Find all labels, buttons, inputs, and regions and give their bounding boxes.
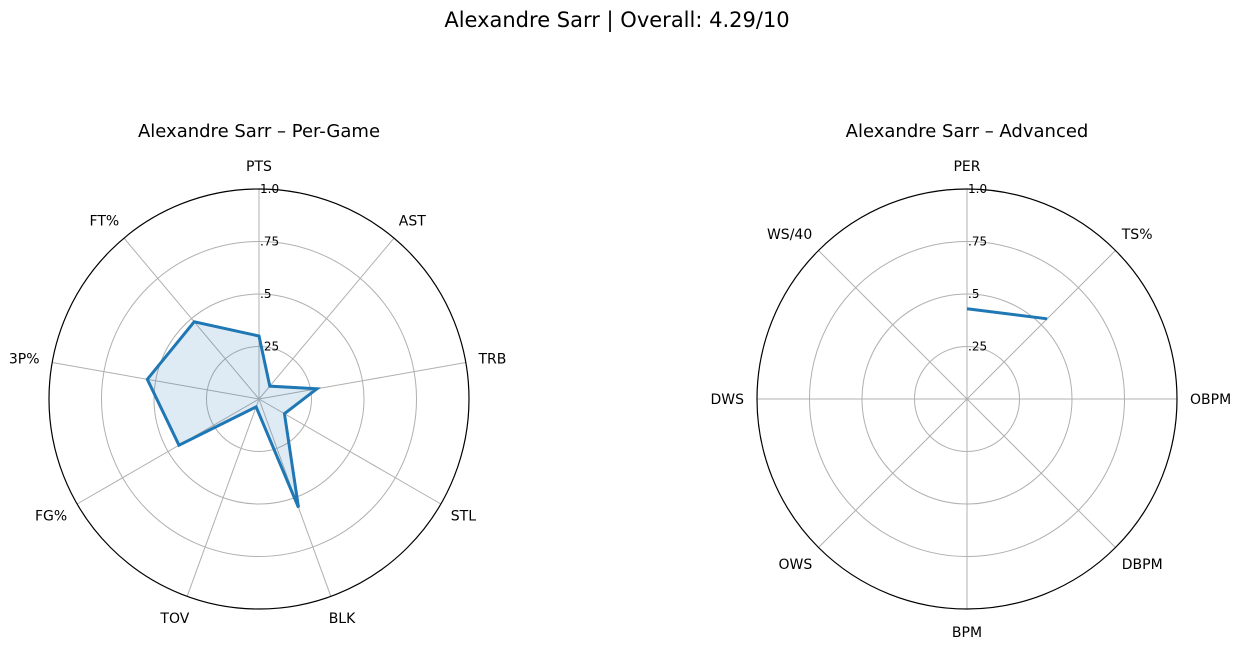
radial-tick-label: .75 <box>968 235 987 249</box>
spoke-tov <box>186 398 260 597</box>
spoke-ows <box>818 398 968 548</box>
category-label-ows: OWS <box>778 557 812 573</box>
spoke-ft- <box>123 237 260 400</box>
radial-tick-label: .5 <box>260 287 271 301</box>
series-fill <box>147 321 317 508</box>
spoke-stl <box>258 398 442 505</box>
radial-tick-label: .25 <box>260 340 279 354</box>
category-label-stl: STL <box>451 509 476 525</box>
series-line <box>966 307 1048 321</box>
category-label-3p-: 3P% <box>9 352 40 368</box>
radial-tick-label: .5 <box>968 287 979 301</box>
radar-chart-per-game: Alexandre Sarr – Per-Game .25 .5 .75 1.0 PTS A… <box>9 121 506 627</box>
category-label-dbpm: DBPM <box>1122 557 1163 573</box>
category-label-blk: BLK <box>329 611 356 627</box>
radial-tick-label: .75 <box>260 235 279 249</box>
spoke-trb <box>258 362 466 400</box>
radar-chart-advanced: Alexandre Sarr – Advanced .25 .5 .75 1.0 PER T… <box>710 121 1231 641</box>
figure-title: Alexandre Sarr | Overall: 4.29/10 <box>444 8 790 32</box>
category-label-per: PER <box>953 159 980 175</box>
spoke-3p- <box>52 362 260 400</box>
spoke-ws-40 <box>818 250 968 400</box>
polar-frame <box>48 188 470 610</box>
category-label-obpm: OBPM <box>1190 392 1231 408</box>
radial-tick-label: 1.0 <box>260 182 279 196</box>
category-label-pts: PTS <box>246 159 272 175</box>
category-label-tov: TOV <box>159 611 189 627</box>
category-label-ast: AST <box>399 214 426 230</box>
subplot-title: Alexandre Sarr – Per-Game <box>138 121 380 142</box>
spoke-dbpm <box>966 398 1116 548</box>
series-line <box>145 320 322 509</box>
radial-tick-label: .25 <box>968 340 987 354</box>
polar-frame <box>756 188 1178 610</box>
spoke-ast <box>258 237 395 400</box>
spoke-fg- <box>76 398 260 505</box>
category-label-ts-: TS% <box>1121 227 1153 243</box>
category-label-dws: DWS <box>710 392 744 408</box>
subplot-title: Alexandre Sarr – Advanced <box>846 121 1089 142</box>
category-label-bpm: BPM <box>952 625 982 641</box>
radial-tick-label: 1.0 <box>968 182 987 196</box>
category-label-fg-: FG% <box>35 509 67 525</box>
category-label-ws-40: WS/40 <box>767 227 812 243</box>
spoke-ts- <box>966 250 1116 400</box>
category-label-ft-: FT% <box>90 214 120 230</box>
category-label-trb: TRB <box>477 352 506 368</box>
